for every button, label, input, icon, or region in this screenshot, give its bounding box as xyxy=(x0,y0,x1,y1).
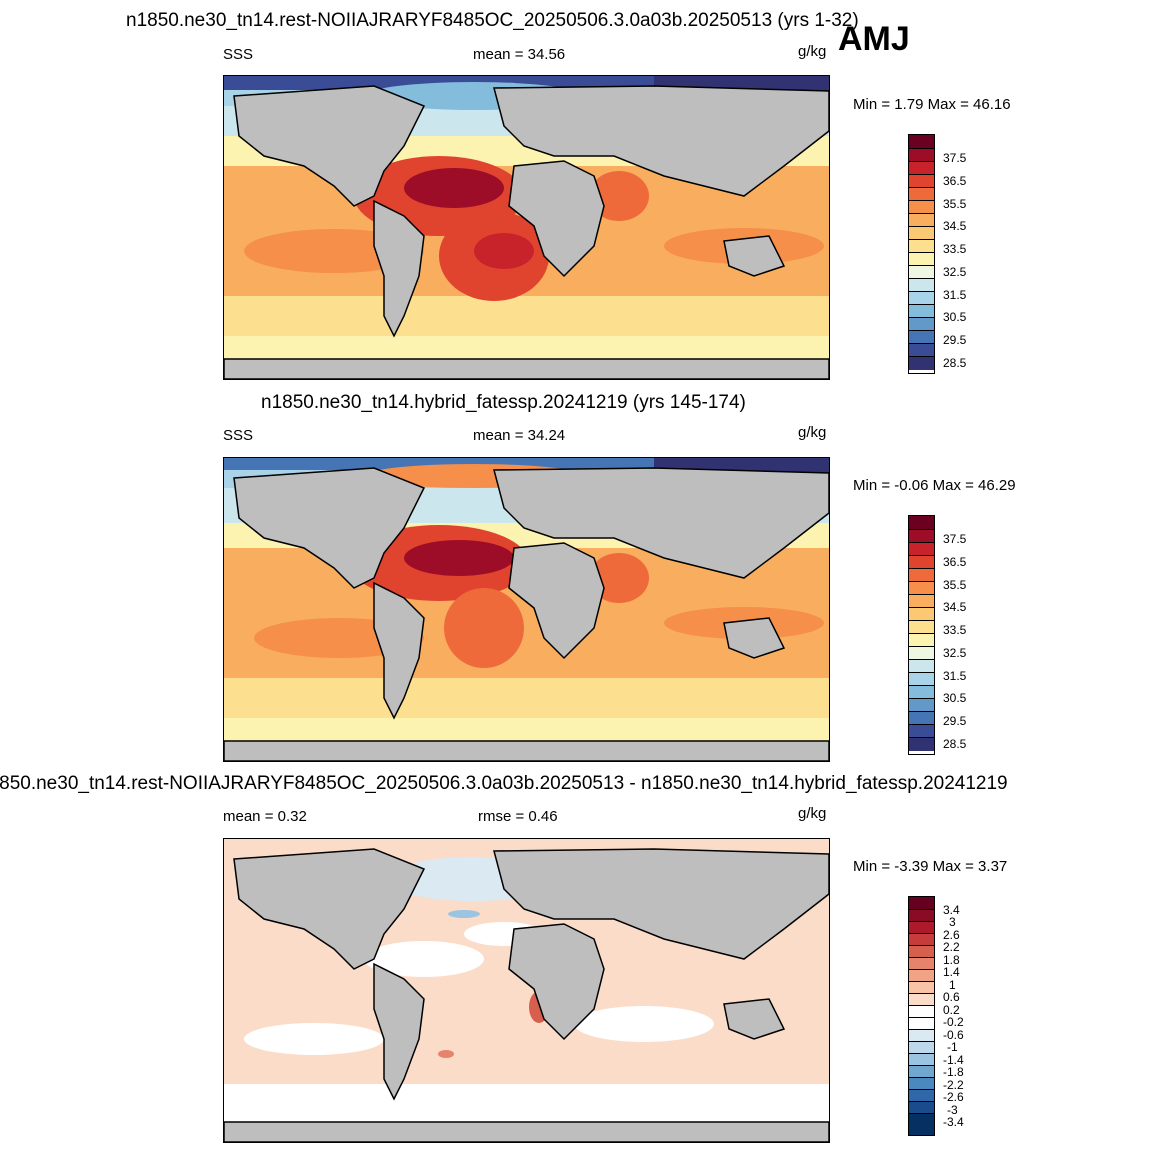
colorbar-tick: -1 xyxy=(947,1040,958,1054)
colorbar-tick: 1 xyxy=(949,978,956,992)
colorbar-tick: 37.5 xyxy=(943,151,967,165)
colorbar-tick: 32.5 xyxy=(943,646,967,660)
colorbar-tick: 1.4 xyxy=(943,965,960,979)
colorbar-tick: 34.5 xyxy=(943,600,967,614)
panel-1-colorbar xyxy=(908,134,935,374)
colorbar-tick: 3 xyxy=(949,915,956,929)
panel-3-minmax-label: Min = -3.39 Max = 3.37 xyxy=(853,858,1008,875)
colorbar-tick: 28.5 xyxy=(943,356,967,370)
colorbar-tick: 0.2 xyxy=(943,1003,960,1017)
colorbar-tick: 33.5 xyxy=(943,242,967,256)
panel-1-title: n1850.ne30_tn14.rest-NOIIAJRARYF8485OC_2… xyxy=(126,10,859,31)
season-label: AMJ xyxy=(838,20,910,58)
panel-1-minmax-label: Min = 1.79 Max = 46.16 xyxy=(853,96,1011,113)
panel-2-colorbar xyxy=(908,515,935,755)
panel-3-title: n1850.ne30_tn14.rest-NOIIAJRARYF8485OC_2… xyxy=(0,773,1008,794)
colorbar-tick: 35.5 xyxy=(943,578,967,592)
colorbar-tick: 30.5 xyxy=(943,691,967,705)
panel-3-mean-label: mean = 0.32 xyxy=(223,808,307,825)
colorbar-tick: -0.6 xyxy=(943,1028,964,1042)
colorbar-tick: -3.4 xyxy=(943,1115,964,1129)
colorbar-tick: 2.6 xyxy=(943,928,960,942)
panel-1-units-label: g/kg xyxy=(798,43,827,60)
colorbar-tick: -2.6 xyxy=(943,1090,964,1104)
panel-3-colorbar xyxy=(908,896,935,1136)
colorbar-tick: -0.2 xyxy=(943,1015,964,1029)
panel-3-rmse-label: rmse = 0.46 xyxy=(478,808,558,825)
panel-2-variable-label: SSS xyxy=(223,427,254,444)
colorbar-tick: 37.5 xyxy=(943,532,967,546)
panel-2-mean-label: mean = 34.24 xyxy=(473,427,566,444)
colorbar-tick: 28.5 xyxy=(943,737,967,751)
colorbar-tick: 2.2 xyxy=(943,940,960,954)
panel-2-map xyxy=(223,457,830,762)
panel-1-mean-label: mean = 34.56 xyxy=(473,46,566,63)
colorbar-tick: 3.4 xyxy=(943,903,960,917)
colorbar-tick: 35.5 xyxy=(943,197,967,211)
colorbar-tick: 31.5 xyxy=(943,669,967,683)
colorbar-tick: -1.8 xyxy=(943,1065,964,1079)
colorbar-tick: 36.5 xyxy=(943,174,967,188)
colorbar-tick: 36.5 xyxy=(943,555,967,569)
colorbar-tick: -2.2 xyxy=(943,1078,964,1092)
panel-2-units-label: g/kg xyxy=(798,424,827,441)
colorbar-tick: 32.5 xyxy=(943,265,967,279)
colorbar-tick: -1.4 xyxy=(943,1053,964,1067)
panel-1-map xyxy=(223,75,830,380)
panel-2-title: n1850.ne30_tn14.hybrid_fatessp.20241219 … xyxy=(261,392,746,413)
colorbar-tick: 1.8 xyxy=(943,953,960,967)
colorbar-tick: 30.5 xyxy=(943,310,967,324)
panel-3-map xyxy=(223,838,830,1143)
colorbar-tick: 34.5 xyxy=(943,219,967,233)
colorbar-tick: 31.5 xyxy=(943,288,967,302)
colorbar-tick: 33.5 xyxy=(943,623,967,637)
colorbar-tick: 0.6 xyxy=(943,990,960,1004)
panel-2-minmax-label: Min = -0.06 Max = 46.29 xyxy=(853,477,1016,494)
colorbar-tick: 29.5 xyxy=(943,714,967,728)
colorbar-tick: -3 xyxy=(947,1103,958,1117)
colorbar-tick: 29.5 xyxy=(943,333,967,347)
panel-3-units-label: g/kg xyxy=(798,805,827,822)
panel-1-variable-label: SSS xyxy=(223,46,254,63)
